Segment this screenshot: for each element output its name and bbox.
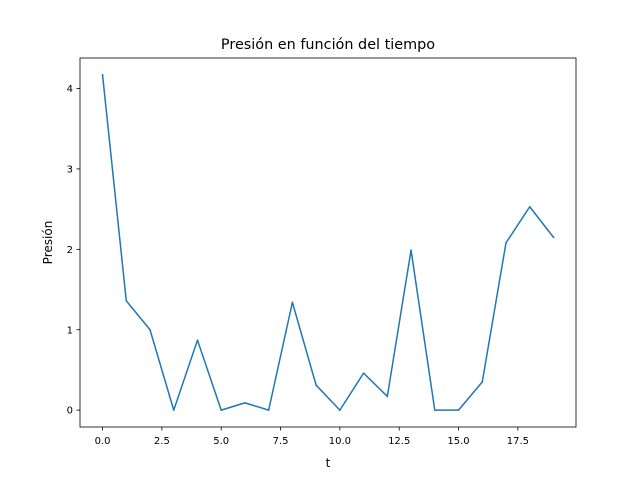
data-point — [339, 409, 341, 411]
x-tick-label: 0.0 — [95, 436, 111, 447]
y-tick-label: 0 — [67, 406, 73, 417]
data-point — [505, 242, 507, 244]
data-point — [244, 402, 246, 404]
y-tick-label: 2 — [67, 245, 73, 256]
data-point — [315, 384, 317, 386]
data-point — [196, 339, 199, 341]
axes-frame — [79, 57, 577, 428]
data-point — [481, 381, 484, 383]
chart-title: Presión en función del tiempo — [221, 37, 435, 53]
x-axis-label: t — [326, 456, 331, 470]
data-point — [434, 409, 436, 411]
data-point — [386, 395, 389, 398]
x-tick-label: 15.0 — [447, 436, 469, 447]
data-point — [125, 300, 128, 302]
data-point — [149, 328, 151, 331]
data-point — [101, 74, 104, 76]
x-tick-label: 17.5 — [507, 436, 529, 447]
y-tick-label: 3 — [67, 165, 73, 176]
data-point — [528, 205, 531, 208]
data-point — [410, 249, 412, 251]
y-axis-ticks: 0 1 2 3 4 — [67, 84, 80, 417]
data-point — [172, 409, 175, 411]
x-tick-label: 12.5 — [388, 436, 410, 447]
x-tick-label: 5.0 — [213, 436, 229, 447]
data-point — [220, 409, 222, 411]
data-point — [552, 236, 555, 239]
y-tick-label: 4 — [67, 84, 73, 95]
y-tick-label: 1 — [67, 325, 73, 336]
x-tick-label: 2.5 — [154, 436, 170, 447]
data-point — [362, 372, 365, 374]
data-point — [457, 409, 460, 411]
y-axis-label: Presión — [41, 221, 55, 265]
data-point — [267, 409, 270, 411]
x-tick-label: 10.0 — [329, 436, 351, 447]
x-tick-label: 7.5 — [273, 436, 289, 447]
series-layer — [101, 74, 555, 411]
x-axis-ticks: 0.0 2.5 5.0 7.5 10.0 12.5 15.0 17.5 — [95, 427, 529, 447]
series-line — [101, 74, 555, 411]
data-point — [291, 301, 294, 304]
